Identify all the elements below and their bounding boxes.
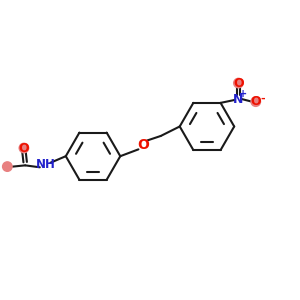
- Circle shape: [2, 161, 13, 172]
- Circle shape: [250, 96, 261, 107]
- Text: O: O: [233, 76, 244, 90]
- Text: -: -: [260, 94, 265, 104]
- Text: NH: NH: [35, 158, 56, 171]
- Text: O: O: [250, 95, 261, 108]
- Text: O: O: [19, 142, 29, 154]
- Text: N: N: [233, 93, 244, 106]
- Circle shape: [19, 142, 29, 154]
- Text: O: O: [137, 138, 149, 152]
- Circle shape: [233, 78, 244, 88]
- Text: +: +: [238, 89, 247, 99]
